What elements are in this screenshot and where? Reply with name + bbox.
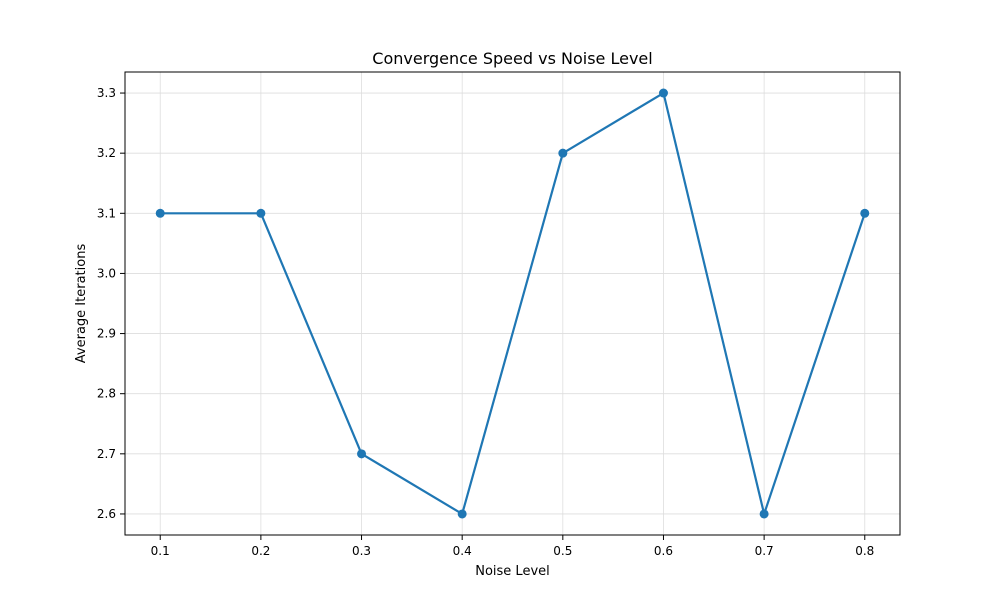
x-axis-label: Noise Level (475, 564, 550, 579)
x-tick-label: 0.4 (453, 544, 472, 558)
data-point (860, 208, 870, 218)
data-point (558, 148, 568, 158)
y-axis-ticks: 2.6 2.7 2.8 2.9 3.0 3.1 3.2 3.3 (97, 86, 125, 521)
chart-title: Convergence Speed vs Noise Level (372, 49, 652, 68)
y-tick-label: 3.3 (97, 86, 116, 100)
y-tick-label: 2.9 (97, 327, 116, 341)
x-tick-label: 0.2 (251, 544, 270, 558)
y-tick-label: 3.1 (97, 206, 116, 220)
data-point (256, 208, 266, 218)
data-point (357, 449, 367, 459)
y-tick-label: 2.7 (97, 447, 116, 461)
x-tick-label: 0.8 (855, 544, 874, 558)
x-tick-label: 0.6 (654, 544, 673, 558)
data-point (457, 509, 467, 519)
data-point (658, 88, 668, 98)
y-tick-label: 3.0 (97, 266, 116, 280)
series-line (160, 91, 866, 516)
y-tick-label: 2.8 (97, 387, 116, 401)
grid-lines (125, 72, 900, 535)
data-point (759, 509, 769, 519)
x-tick-label: 0.1 (151, 544, 170, 558)
y-axis-label: Average Iterations (74, 244, 89, 364)
x-tick-label: 0.5 (553, 544, 572, 558)
series-group (155, 88, 870, 519)
x-tick-label: 0.3 (352, 544, 371, 558)
y-tick-label: 3.2 (97, 146, 116, 160)
x-axis-ticks: 0.1 0.2 0.3 0.4 0.5 0.6 0.7 0.8 (151, 535, 874, 558)
data-point (155, 208, 165, 218)
x-tick-label: 0.7 (755, 544, 774, 558)
plot-frame (124, 71, 901, 536)
y-tick-label: 2.6 (97, 507, 116, 521)
